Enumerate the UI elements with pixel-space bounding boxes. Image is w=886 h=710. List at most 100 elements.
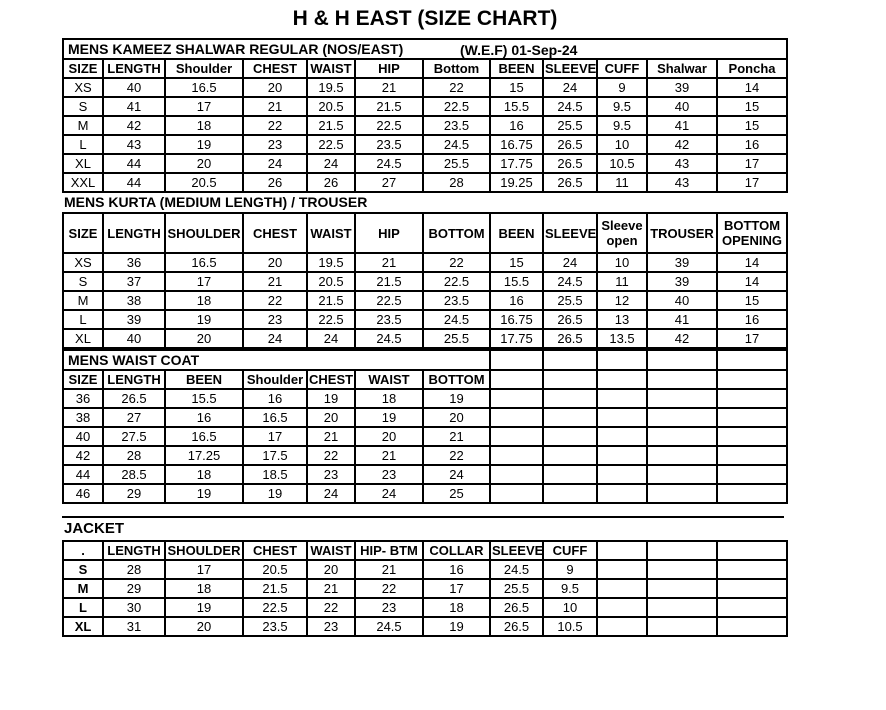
value-cell: 19: [166, 485, 244, 504]
value-cell: 12: [598, 292, 648, 311]
value-cell: 13: [598, 311, 648, 330]
value-cell: 23: [308, 466, 356, 485]
empty-cell: [648, 447, 719, 466]
value-cell: 10.5: [598, 155, 648, 174]
value-cell: 17: [718, 155, 789, 174]
value-cell: 21: [244, 273, 308, 292]
value-cell: 21: [356, 79, 424, 98]
table-row: S 37 17 21 20.5 21.5 22.5 15.5 24.5 11 39 14: [64, 273, 788, 292]
value-cell: 19.5: [308, 79, 356, 98]
value-cell: 26.5: [544, 311, 598, 330]
jacket-header-row: . LENGTH SHOULDER CHEST WAIST HIP- BTM COLLAR S…: [64, 542, 788, 561]
size-cell: XL: [64, 618, 104, 637]
waistcoat-header-row: SIZE LENGTH BEEN Shoulder CHEST WAIST BOTTOM: [64, 371, 789, 390]
value-cell: 20.5: [244, 561, 308, 580]
value-cell: 22.5: [356, 292, 424, 311]
table-row: 44 28.5 18 18.5 23 23 24: [64, 466, 789, 485]
value-cell: 28: [104, 561, 166, 580]
empty-cell: [544, 447, 599, 466]
empty-cell: [598, 485, 649, 504]
value-cell: 28.5: [104, 466, 166, 485]
value-cell: 16.5: [166, 79, 244, 98]
empty-cell: [491, 351, 545, 371]
empty-cell: [718, 599, 788, 618]
value-cell: 19: [308, 390, 356, 409]
table-row: L 39 19 23 22.5 23.5 24.5 16.75 26.5 13 41 16: [64, 311, 788, 330]
value-cell: 19: [424, 618, 491, 637]
value-cell: 38: [104, 292, 166, 311]
column-header: COLLAR: [424, 542, 491, 561]
value-cell: 15.5: [491, 273, 544, 292]
value-cell: 26.5: [544, 136, 598, 155]
empty-cell: [598, 618, 648, 637]
column-header: Shalwar: [648, 60, 718, 79]
value-cell: 39: [648, 79, 718, 98]
value-cell: 20: [356, 428, 424, 447]
value-cell: 30: [104, 599, 166, 618]
jacket-table: . LENGTH SHOULDER CHEST WAIST HIP- BTM COLLAR S…: [62, 540, 788, 637]
value-cell: 36: [104, 254, 166, 273]
column-header: BEEN: [491, 60, 544, 79]
value-cell: 42: [648, 330, 718, 349]
column-header: CHEST: [244, 60, 308, 79]
value-cell: 14: [718, 79, 789, 98]
value-cell: 39: [648, 254, 718, 273]
empty-header-cell: [491, 371, 545, 390]
column-header: HIP- BTM: [356, 542, 424, 561]
value-cell: 19: [244, 485, 308, 504]
empty-header-cell: [544, 371, 599, 390]
value-cell: 21.5: [244, 580, 308, 599]
value-cell: 24: [244, 155, 308, 174]
section-title-kurta: MENS KURTA (MEDIUM LENGTH) / TROUSER: [64, 194, 368, 210]
value-cell: 20.5: [308, 273, 356, 292]
table-row: M 38 18 22 21.5 22.5 23.5 16 25.5 12 40 15: [64, 292, 788, 311]
value-cell: 18.5: [244, 466, 308, 485]
value-cell: 43: [648, 155, 718, 174]
value-cell: 25.5: [544, 117, 598, 136]
empty-cell: [598, 351, 649, 371]
divider-line: [62, 516, 784, 518]
value-cell: 20.5: [166, 174, 244, 193]
empty-cell: [718, 447, 789, 466]
value-cell: 17.25: [166, 447, 244, 466]
column-header: LENGTH: [104, 542, 166, 561]
empty-cell: [648, 580, 718, 599]
value-cell: 10: [598, 136, 648, 155]
value-cell: 15: [491, 79, 544, 98]
value-cell: 15.5: [491, 98, 544, 117]
value-cell: 27: [356, 174, 424, 193]
value-cell: 22: [424, 79, 491, 98]
value-cell: 20: [166, 618, 244, 637]
value-cell: 41: [648, 117, 718, 136]
value-cell: 17: [424, 580, 491, 599]
empty-header-cell: [648, 542, 718, 561]
empty-cell: [598, 561, 648, 580]
value-cell: 18: [166, 580, 244, 599]
value-cell: 18: [166, 117, 244, 136]
size-cell: L: [64, 136, 104, 155]
column-header: WAIST: [308, 214, 356, 254]
value-cell: 26.5: [491, 599, 544, 618]
value-cell: 20: [166, 155, 244, 174]
value-cell: 24: [308, 330, 356, 349]
column-header: BOTTOM: [424, 371, 492, 390]
value-cell: 10: [544, 599, 598, 618]
kameez-shalwar-table: MENS KAMEEZ SHALWAR REGULAR (NOS/EAST) (…: [62, 38, 789, 193]
empty-cell: [718, 351, 789, 371]
value-cell: 39: [648, 273, 718, 292]
value-cell: 16.5: [166, 254, 244, 273]
value-cell: 16.75: [491, 311, 544, 330]
value-cell: 9.5: [598, 117, 648, 136]
value-cell: 24.5: [424, 136, 491, 155]
value-cell: 9: [544, 561, 598, 580]
empty-cell: [544, 466, 599, 485]
value-cell: 39: [104, 311, 166, 330]
value-cell: 18: [424, 599, 491, 618]
table-row: XL 31 20 23.5 23 24.5 19 26.5 10.5: [64, 618, 788, 637]
value-cell: 27: [104, 409, 166, 428]
table-row: XXL 44 20.5 26 26 27 28 19.25 26.5 11 43 17: [64, 174, 789, 193]
value-cell: 41: [104, 98, 166, 117]
column-header: CUFF: [544, 542, 598, 561]
table-row: S 41 17 21 20.5 21.5 22.5 15.5 24.5 9.5 40 15: [64, 98, 789, 117]
size-cell: XL: [64, 155, 104, 174]
